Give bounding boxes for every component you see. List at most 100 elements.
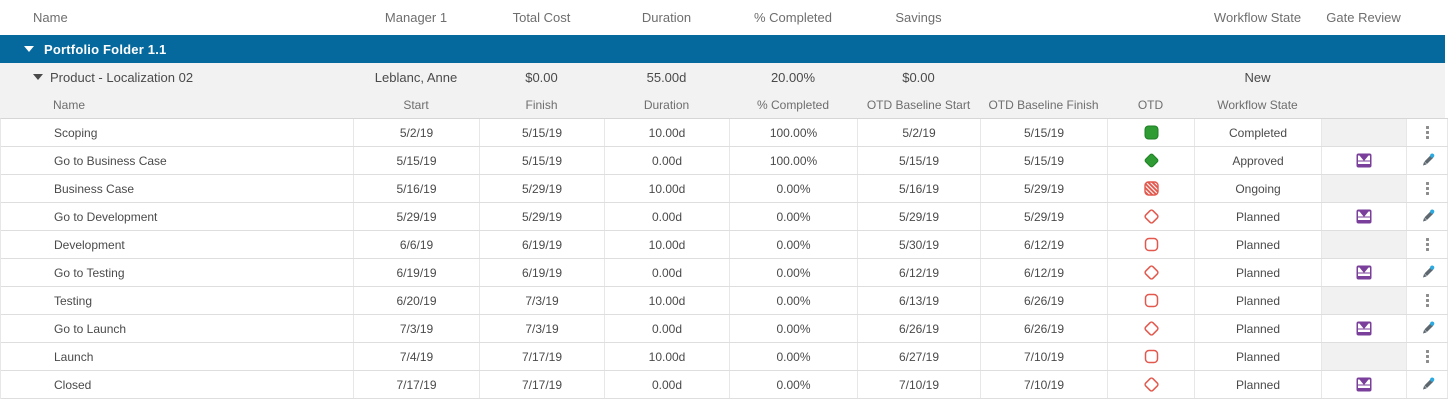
row-menu-button[interactable]	[1407, 287, 1447, 314]
task-name-cell[interactable]: Testing	[1, 287, 354, 314]
col-header-gate-review[interactable]: Gate Review	[1326, 10, 1401, 25]
otd-baseline-start-cell[interactable]: 5/15/19	[858, 147, 981, 174]
otd-baseline-start-cell[interactable]: 5/29/19	[858, 203, 981, 230]
gate-review-button[interactable]	[1322, 315, 1406, 342]
pct-completed-cell[interactable]: 0.00%	[730, 259, 858, 286]
duration-cell[interactable]: 10.00d	[605, 175, 730, 202]
pct-completed-cell[interactable]: 0.00%	[730, 231, 858, 258]
collapse-triangle-icon[interactable]	[24, 46, 34, 52]
workflow-state-cell[interactable]: Completed	[1195, 119, 1322, 146]
gate-review-cell[interactable]	[1322, 147, 1407, 174]
task-name-cell[interactable]: Go to Development	[1, 203, 354, 230]
otd-baseline-finish-cell[interactable]: 5/29/19	[981, 203, 1108, 230]
row-actions-cell[interactable]	[1407, 371, 1448, 398]
otd-baseline-start-cell[interactable]: 5/16/19	[858, 175, 981, 202]
workflow-state-cell[interactable]: Planned	[1195, 259, 1322, 286]
finish-date-cell[interactable]: 5/29/19	[480, 203, 605, 230]
row-menu-button[interactable]	[1407, 343, 1447, 370]
workflow-state-cell[interactable]: Planned	[1195, 343, 1322, 370]
edit-button[interactable]	[1407, 315, 1447, 342]
workflow-state-cell[interactable]: Planned	[1195, 287, 1322, 314]
start-date-cell[interactable]: 5/2/19	[354, 119, 480, 146]
subcol-header-duration[interactable]: Duration	[643, 97, 690, 112]
otd-baseline-finish-cell[interactable]: 7/10/19	[981, 343, 1108, 370]
pct-completed-cell[interactable]: 100.00%	[730, 147, 858, 174]
duration-cell[interactable]: 10.00d	[605, 343, 730, 370]
row-actions-cell[interactable]	[1407, 259, 1448, 286]
pct-completed-cell[interactable]: 100.00%	[730, 119, 858, 146]
pct-completed-cell[interactable]: 0.00%	[730, 287, 858, 314]
row-actions-cell[interactable]	[1407, 119, 1448, 146]
gate-review-cell[interactable]	[1322, 259, 1407, 286]
finish-date-cell[interactable]: 7/3/19	[480, 287, 605, 314]
start-date-cell[interactable]: 5/16/19	[354, 175, 480, 202]
task-name-cell[interactable]: Development	[1, 231, 354, 258]
edit-button[interactable]	[1407, 371, 1447, 398]
finish-date-cell[interactable]: 6/19/19	[480, 231, 605, 258]
workflow-state-cell[interactable]: Approved	[1195, 147, 1322, 174]
gate-review-button[interactable]	[1322, 371, 1406, 398]
product-duration[interactable]: 55.00d	[646, 69, 687, 85]
duration-cell[interactable]: 10.00d	[605, 287, 730, 314]
otd-baseline-start-cell[interactable]: 5/30/19	[858, 231, 981, 258]
task-name-cell[interactable]: Closed	[1, 371, 354, 398]
otd-baseline-finish-cell[interactable]: 5/15/19	[981, 119, 1108, 146]
task-name-cell[interactable]: Business Case	[1, 175, 354, 202]
duration-cell[interactable]: 0.00d	[605, 371, 730, 398]
duration-cell[interactable]: 0.00d	[605, 147, 730, 174]
start-date-cell[interactable]: 6/19/19	[354, 259, 480, 286]
subcol-header-otd-baseline-finish[interactable]: OTD Baseline Finish	[988, 97, 1099, 112]
start-date-cell[interactable]: 7/4/19	[354, 343, 480, 370]
duration-cell[interactable]: 10.00d	[605, 231, 730, 258]
otd-baseline-finish-cell[interactable]: 5/29/19	[981, 175, 1108, 202]
workflow-state-cell[interactable]: Planned	[1195, 315, 1322, 342]
otd-baseline-start-cell[interactable]: 7/10/19	[858, 371, 981, 398]
otd-baseline-finish-cell[interactable]: 6/12/19	[981, 231, 1108, 258]
gate-review-button[interactable]	[1322, 259, 1406, 286]
gate-review-cell[interactable]	[1322, 203, 1407, 230]
product-pct-completed[interactable]: 20.00%	[770, 69, 816, 85]
row-actions-cell[interactable]	[1407, 287, 1448, 314]
workflow-state-cell[interactable]: Planned	[1195, 231, 1322, 258]
finish-date-cell[interactable]: 5/15/19	[480, 119, 605, 146]
gate-review-cell[interactable]	[1322, 315, 1407, 342]
product-workflow-state[interactable]: New	[1244, 69, 1271, 85]
otd-baseline-finish-cell[interactable]: 5/15/19	[981, 147, 1108, 174]
product-name-cell[interactable]: Product - Localization 02	[0, 63, 353, 91]
row-menu-button[interactable]	[1407, 119, 1447, 146]
row-actions-cell[interactable]	[1407, 343, 1448, 370]
gate-review-cell[interactable]	[1322, 371, 1407, 398]
otd-baseline-finish-cell[interactable]: 6/12/19	[981, 259, 1108, 286]
otd-baseline-start-cell[interactable]: 6/13/19	[858, 287, 981, 314]
finish-date-cell[interactable]: 6/19/19	[480, 259, 605, 286]
edit-button[interactable]	[1407, 259, 1447, 286]
pct-completed-cell[interactable]: 0.00%	[730, 371, 858, 398]
col-header-manager[interactable]: Manager 1	[384, 10, 448, 25]
pct-completed-cell[interactable]: 0.00%	[730, 203, 858, 230]
col-header-name[interactable]: Name	[33, 10, 68, 25]
otd-baseline-finish-cell[interactable]: 6/26/19	[981, 315, 1108, 342]
otd-baseline-start-cell[interactable]: 6/12/19	[858, 259, 981, 286]
gate-review-button[interactable]	[1322, 203, 1406, 230]
finish-date-cell[interactable]: 5/15/19	[480, 147, 605, 174]
otd-baseline-start-cell[interactable]: 6/27/19	[858, 343, 981, 370]
row-actions-cell[interactable]	[1407, 231, 1448, 258]
row-actions-cell[interactable]	[1407, 147, 1448, 174]
otd-baseline-start-cell[interactable]: 5/2/19	[858, 119, 981, 146]
workflow-state-cell[interactable]: Planned	[1195, 371, 1322, 398]
task-name-cell[interactable]: Launch	[1, 343, 354, 370]
start-date-cell[interactable]: 7/3/19	[354, 315, 480, 342]
subcol-header-workflow-state[interactable]: Workflow State	[1217, 97, 1298, 112]
row-menu-button[interactable]	[1407, 231, 1447, 258]
collapse-triangle-icon[interactable]	[33, 74, 43, 80]
start-date-cell[interactable]: 5/15/19	[354, 147, 480, 174]
pct-completed-cell[interactable]: 0.00%	[730, 343, 858, 370]
duration-cell[interactable]: 0.00d	[605, 203, 730, 230]
finish-date-cell[interactable]: 5/29/19	[480, 175, 605, 202]
start-date-cell[interactable]: 7/17/19	[354, 371, 480, 398]
task-name-cell[interactable]: Go to Testing	[1, 259, 354, 286]
finish-date-cell[interactable]: 7/17/19	[480, 343, 605, 370]
subcol-header-pct-completed[interactable]: % Completed	[756, 97, 830, 112]
task-name-cell[interactable]: Go to Business Case	[1, 147, 354, 174]
task-name-cell[interactable]: Go to Launch	[1, 315, 354, 342]
